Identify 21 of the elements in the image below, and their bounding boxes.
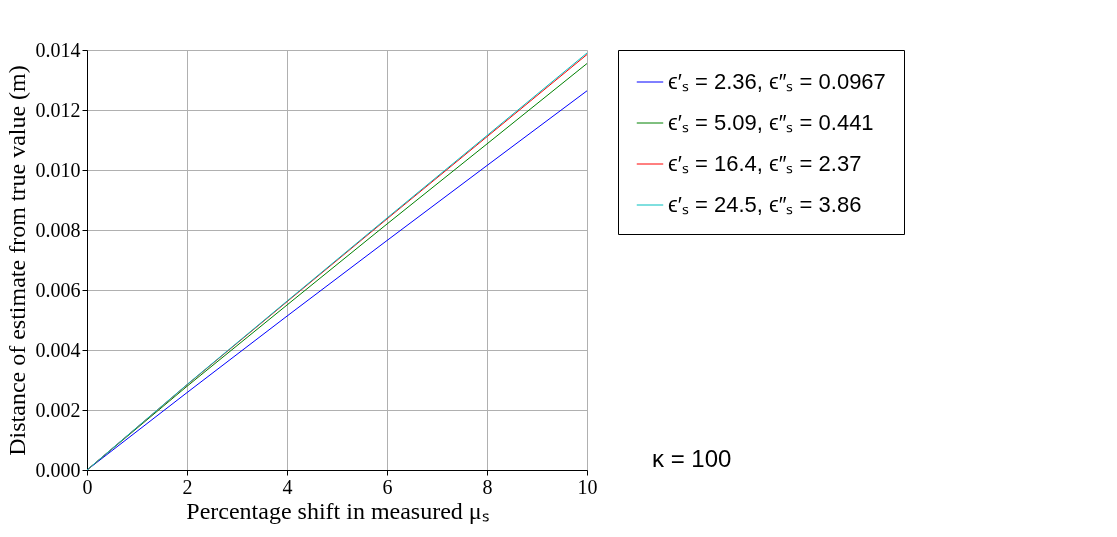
x-tick-label: 6	[382, 475, 393, 498]
legend-label: ϵ′ₛ = 2.36, ϵ″ₛ = 0.0967	[668, 69, 886, 94]
legend-label: ϵ′ₛ = 16.4, ϵ″ₛ = 2.37	[668, 151, 862, 176]
x-tick-label: 4	[282, 475, 293, 498]
y-tick-label: 0.000	[35, 458, 81, 481]
x-axis-title: Percentage shift in measured μₛ	[186, 497, 489, 524]
y-tick-label: 0.012	[35, 98, 81, 121]
y-tick-label: 0.008	[35, 218, 81, 241]
y-axis-title: Distance of estimate from true value (m)	[3, 65, 30, 456]
x-tick-label: 8	[482, 475, 493, 498]
y-tick-label: 0.002	[35, 398, 81, 421]
x-tick-label: 0	[82, 475, 93, 498]
y-tick-label: 0.004	[35, 338, 81, 361]
x-tick-label: 2	[182, 475, 193, 498]
text: κ = 100	[652, 445, 732, 472]
y-tick-label: 0.010	[35, 158, 81, 181]
y-tick-label: 0.014	[35, 38, 81, 61]
x-tick-label: 10	[577, 475, 598, 498]
y-tick-label: 0.006	[35, 278, 81, 301]
legend-label: ϵ′ₛ = 5.09, ϵ″ₛ = 0.441	[668, 110, 874, 135]
legend-label: ϵ′ₛ = 24.5, ϵ″ₛ = 3.86	[668, 192, 862, 217]
